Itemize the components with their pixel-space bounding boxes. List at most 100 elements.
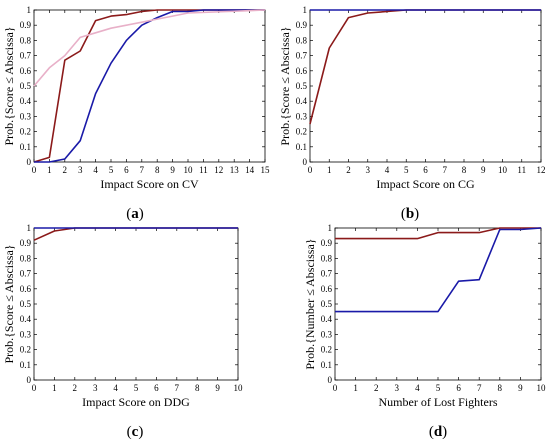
x-tick-label: 2 — [73, 383, 78, 393]
y-tick-label: 0.9 — [296, 20, 308, 30]
x-tick-label: 1 — [47, 165, 52, 175]
y-tick-label: 0.3 — [321, 329, 333, 339]
x-tick-label: 2 — [374, 383, 379, 393]
x-axis-label: Impact Score on CG — [376, 177, 475, 191]
caption-open-paren: ( — [401, 206, 406, 222]
x-tick-label: 4 — [415, 383, 420, 393]
y-tick-label: 1 — [328, 223, 333, 233]
y-tick-label: 1 — [27, 5, 32, 15]
y-tick-label: 0 — [27, 157, 32, 167]
x-axis-label: Impact Score on DDG — [82, 395, 190, 409]
y-tick-label: 0.2 — [20, 345, 31, 355]
series-line-2 — [34, 9, 265, 163]
x-tick-label: 2 — [346, 165, 351, 175]
y-tick-label: 0.2 — [20, 127, 31, 137]
y-tick-label: 0.7 — [20, 51, 32, 61]
y-tick-label: 0.6 — [20, 66, 32, 76]
y-tick-label: 0.5 — [20, 81, 32, 91]
y-tick-label: 0.4 — [20, 314, 32, 324]
x-tick-label: 3 — [395, 383, 400, 393]
x-tick-label: 15 — [261, 165, 271, 175]
y-tick-label: 0.8 — [20, 35, 32, 45]
x-tick-label: 0 — [32, 383, 37, 393]
x-tick-label: 7 — [477, 383, 482, 393]
x-tick-label: 7 — [443, 165, 448, 175]
x-tick-label: 12 — [214, 165, 223, 175]
x-tick-label: 9 — [518, 383, 523, 393]
x-tick-label: 0 — [32, 165, 37, 175]
x-tick-label: 7 — [175, 383, 180, 393]
y-tick-label: 0.8 — [20, 253, 32, 263]
y-tick-label: 0 — [328, 375, 333, 385]
panel-caption: (c) — [127, 424, 144, 440]
chart-panel-d: 0 1 2 3 4 5 6 7 8 9 10 0 0.1 0.2 0.3 0.4 0.5 0.6 0.7 0.8 0.9… — [303, 223, 546, 440]
y-tick-label: 0.7 — [321, 269, 333, 279]
x-tick-label: 8 — [155, 165, 160, 175]
y-tick-label: 0.4 — [20, 96, 32, 106]
y-tick-label: 0.9 — [20, 20, 32, 30]
x-tick-label: 5 — [134, 383, 139, 393]
y-tick-label: 1 — [303, 5, 308, 15]
y-axis-label: Prob.{Score ≤ Abscissa} — [2, 244, 16, 363]
x-tick-label: 7 — [140, 165, 145, 175]
x-tick-label: 3 — [366, 165, 371, 175]
caption-close-paren: ) — [138, 424, 143, 440]
y-tick-label: 0.6 — [20, 284, 32, 294]
x-tick-label: 10 — [234, 383, 244, 393]
y-tick-label: 0.3 — [20, 329, 32, 339]
x-tick-label: 9 — [215, 383, 220, 393]
x-tick-label: 11 — [517, 165, 526, 175]
plot-frame — [33, 227, 239, 381]
y-tick-label: 0.9 — [321, 238, 333, 248]
x-tick-label: 9 — [481, 165, 486, 175]
x-tick-label: 5 — [109, 165, 114, 175]
x-tick-label: 6 — [124, 165, 129, 175]
x-tick-label: 10 — [537, 383, 547, 393]
plot-frame — [309, 9, 542, 163]
x-tick-label: 12 — [537, 165, 546, 175]
panel-caption: (b) — [401, 206, 419, 222]
y-tick-label: 0.7 — [20, 269, 32, 279]
series-line-1 — [33, 9, 265, 163]
y-tick-label: 0.8 — [321, 253, 333, 263]
caption-open-paren: ( — [429, 424, 434, 440]
x-tick-label: 8 — [195, 383, 200, 393]
y-tick-label: 0.3 — [20, 111, 32, 121]
y-tick-label: 0.5 — [296, 81, 308, 91]
chart-panel-c: 0 1 2 3 4 5 6 7 8 9 10 0 0.1 0.2 0.3 0.4 0.5 0.6 0.7 0.8 0.9… — [2, 223, 243, 440]
y-tick-label: 0.4 — [321, 314, 333, 324]
caption-close-paren: ) — [414, 206, 419, 222]
y-tick-label: 0.1 — [321, 360, 332, 370]
x-tick-label: 4 — [385, 165, 390, 175]
x-tick-label: 4 — [93, 165, 98, 175]
y-tick-label: 0.6 — [321, 284, 333, 294]
x-tick-label: 10 — [498, 165, 508, 175]
x-tick-label: 3 — [78, 165, 83, 175]
y-axis-label: Prob.{Number ≤ Abscissa} — [303, 238, 317, 369]
series-line-1 — [335, 227, 541, 240]
x-tick-label: 8 — [462, 165, 467, 175]
y-tick-label: 0.2 — [321, 345, 332, 355]
y-tick-label: 0.1 — [20, 142, 31, 152]
x-tick-label: 3 — [93, 383, 98, 393]
x-tick-label: 0 — [333, 383, 338, 393]
y-tick-label: 0.5 — [321, 299, 333, 309]
x-tick-label: 1 — [353, 383, 358, 393]
series-line-3 — [33, 9, 266, 87]
y-tick-label: 0.6 — [296, 66, 308, 76]
y-tick-label: 0.7 — [296, 51, 308, 61]
x-tick-label: 1 — [52, 383, 57, 393]
y-tick-label: 0 — [27, 375, 32, 385]
series-line-1 — [309, 9, 541, 125]
y-tick-label: 1 — [27, 223, 32, 233]
caption-letter: c — [132, 424, 139, 440]
x-tick-label: 11 — [199, 165, 208, 175]
y-axis-label: Prob.{Score ≤ Abscissa} — [278, 26, 292, 145]
x-tick-label: 6 — [154, 383, 159, 393]
chart-panel-a: 0 1 2 3 4 5 6 7 8 9 10 11 12 13 14 1500.10.20.30.40.50.… — [2, 5, 270, 222]
x-axis-label: Number of Lost Fighters — [379, 395, 498, 409]
y-axis-label: Prob.{Score ≤ Abscissa} — [2, 26, 16, 145]
x-tick-label: 4 — [113, 383, 118, 393]
y-tick-label: 0.2 — [296, 127, 307, 137]
